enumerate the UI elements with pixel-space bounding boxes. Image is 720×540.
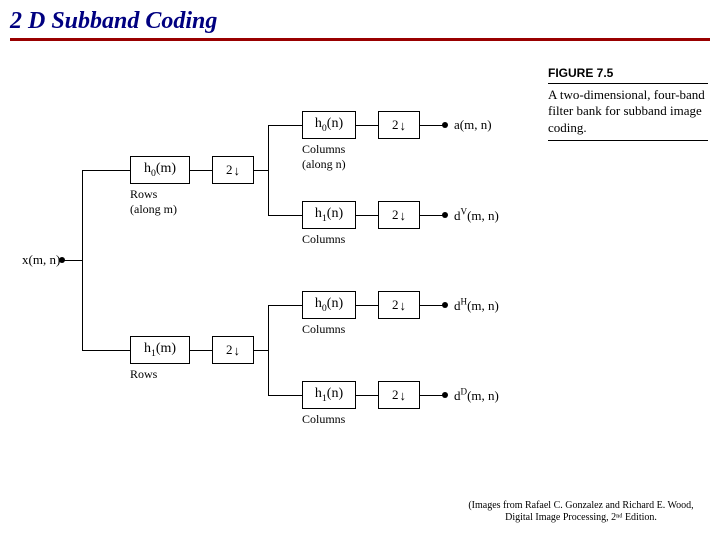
- col-downsample-3: 2↓: [378, 291, 420, 319]
- output-dot-a: [442, 122, 448, 128]
- row-filter-h1m: h1(m): [130, 336, 190, 364]
- output-dot-dv: [442, 212, 448, 218]
- figure-caption: FIGURE 7.5 A two-dimensional, four-band …: [548, 66, 708, 141]
- col-filter-h1n-1: h1(n): [302, 201, 356, 229]
- figure-caption-text: A two-dimensional, four-band filter bank…: [548, 87, 708, 141]
- col-downsample-1: 2↓: [378, 111, 420, 139]
- output-label-dh: dH(m, n): [454, 297, 499, 314]
- output-label-dd: dD(m, n): [454, 387, 499, 404]
- col-filter-h1n-2: h1(n): [302, 381, 356, 409]
- row-downsample-top: 2↓: [212, 156, 254, 184]
- figure-number: FIGURE 7.5: [548, 66, 708, 84]
- filter-bank-diagram: x(m, n) h0(m) 2↓ Rows (along m) h0(n) 2↓…: [40, 60, 540, 420]
- columns-label-2: Columns: [302, 232, 345, 247]
- image-credit: (Images from Rafael C. Gonzalez and Rich…: [466, 500, 696, 524]
- columns-label-4: Columns: [302, 412, 345, 427]
- rows-label-top: Rows (along m): [130, 187, 177, 217]
- output-label-dv: dV(m, n): [454, 207, 499, 224]
- output-dot-dh: [442, 302, 448, 308]
- col-downsample-4: 2↓: [378, 381, 420, 409]
- output-label-a: a(m, n): [454, 117, 492, 133]
- output-dot-dd: [442, 392, 448, 398]
- title-underline: [10, 38, 710, 41]
- rows-label-bot: Rows: [130, 367, 157, 382]
- input-label: x(m, n): [22, 252, 60, 268]
- columns-label-3: Columns: [302, 322, 345, 337]
- row-filter-h0m: h0(m): [130, 156, 190, 184]
- col-filter-h0n-2: h0(n): [302, 291, 356, 319]
- slide-title: 2 D Subband Coding: [10, 8, 217, 35]
- col-filter-h0n-1: h0(n): [302, 111, 356, 139]
- row-downsample-bot: 2↓: [212, 336, 254, 364]
- columns-label-1: Columns (along n): [302, 142, 346, 172]
- col-downsample-2: 2↓: [378, 201, 420, 229]
